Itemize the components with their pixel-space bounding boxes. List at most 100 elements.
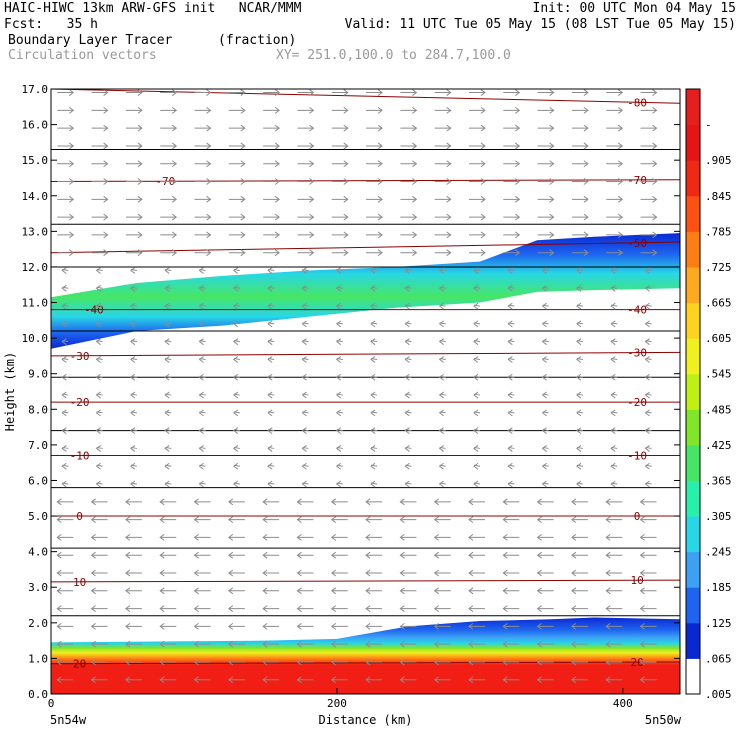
wind-vector bbox=[469, 213, 486, 221]
wind-vector bbox=[57, 142, 75, 150]
wind-vector-head bbox=[198, 462, 204, 470]
wind-vector bbox=[404, 302, 412, 310]
wind-vector bbox=[507, 427, 515, 435]
wind-vector-head bbox=[301, 427, 307, 435]
wind-vector-head bbox=[446, 178, 452, 185]
wind-vector bbox=[90, 587, 108, 595]
wind-vector-head bbox=[644, 373, 650, 381]
wind-vector bbox=[297, 106, 315, 114]
wind-vector bbox=[640, 160, 658, 168]
wind-vector bbox=[537, 142, 555, 150]
wind-vector bbox=[576, 338, 584, 346]
wind-vector bbox=[301, 445, 309, 452]
wind-vector-head bbox=[617, 231, 624, 239]
wind-vector-head bbox=[644, 338, 650, 346]
wind-vector-head bbox=[68, 160, 75, 168]
temperature-contour-label: 10 bbox=[73, 576, 86, 589]
wind-vector bbox=[61, 320, 69, 328]
wind-vector bbox=[605, 516, 623, 524]
wind-vector-head bbox=[95, 409, 101, 417]
wind-vector-head bbox=[90, 640, 96, 648]
wind-vector-head bbox=[515, 178, 521, 185]
wind-vector-head bbox=[125, 498, 131, 506]
wind-vector-head bbox=[576, 409, 582, 417]
wind-vector bbox=[56, 658, 74, 666]
wind-vector-head bbox=[228, 551, 234, 559]
wind-vector bbox=[233, 356, 240, 363]
wind-vector bbox=[473, 445, 481, 452]
wind-vector bbox=[473, 391, 481, 399]
wind-vector bbox=[90, 658, 108, 666]
wind-vector-head bbox=[330, 658, 337, 666]
wind-vector-head bbox=[571, 587, 577, 595]
wind-vector bbox=[130, 356, 137, 363]
wind-vector-head bbox=[446, 160, 452, 168]
wind-vector-head bbox=[515, 89, 521, 96]
colorbar-label: .905 bbox=[705, 154, 732, 167]
wind-vector bbox=[228, 89, 246, 96]
wind-vector-head bbox=[335, 356, 342, 363]
wind-vector-head bbox=[605, 534, 611, 541]
wind-vector bbox=[366, 124, 383, 132]
wind-vector-head bbox=[446, 89, 452, 96]
wind-vector bbox=[164, 391, 172, 399]
wind-vector-head bbox=[644, 320, 650, 328]
wind-vector-head bbox=[644, 427, 650, 435]
wind-vector-head bbox=[274, 142, 280, 150]
wind-vector bbox=[400, 178, 418, 185]
wind-vector-head bbox=[171, 160, 178, 168]
wind-vector-head bbox=[536, 498, 542, 506]
wind-vector bbox=[536, 605, 554, 612]
wind-vector bbox=[194, 195, 212, 203]
wind-vector-head bbox=[473, 480, 479, 488]
wind-vector bbox=[507, 267, 515, 274]
wind-vector-head bbox=[507, 356, 513, 363]
wind-vector bbox=[90, 676, 108, 684]
wind-vector-head bbox=[377, 160, 383, 168]
wind-vector bbox=[233, 302, 240, 310]
wind-vector-head bbox=[90, 658, 96, 666]
wind-vector bbox=[125, 213, 143, 221]
wind-vector-head bbox=[438, 302, 444, 310]
wind-vector-head bbox=[103, 89, 109, 96]
wind-vector-head bbox=[309, 142, 315, 150]
wind-vector bbox=[330, 640, 348, 648]
wind-vector bbox=[536, 534, 554, 541]
wind-vector bbox=[502, 498, 520, 506]
wind-vector bbox=[61, 480, 69, 488]
wind-vector-head bbox=[617, 124, 624, 132]
wind-vector-head bbox=[240, 124, 246, 132]
wind-vector bbox=[61, 267, 69, 274]
wind-vector-head bbox=[438, 373, 444, 381]
wind-vector-head bbox=[61, 480, 67, 488]
wind-vector bbox=[404, 391, 412, 399]
wind-vector bbox=[228, 195, 246, 203]
wind-vector bbox=[125, 676, 142, 684]
wind-vector-head bbox=[171, 89, 178, 96]
wind-vector-head bbox=[335, 320, 342, 328]
wind-vector bbox=[262, 676, 280, 684]
wind-vector-head bbox=[240, 231, 246, 239]
wind-vector-head bbox=[343, 142, 349, 150]
wind-vector-head bbox=[639, 498, 645, 506]
wind-vector bbox=[262, 640, 280, 648]
wind-vector bbox=[605, 676, 623, 684]
wind-vector bbox=[56, 640, 74, 648]
wind-vector bbox=[571, 124, 589, 132]
wind-vector bbox=[434, 249, 452, 257]
wind-vector bbox=[366, 195, 383, 203]
wind-vector bbox=[639, 587, 657, 595]
wind-vector-head bbox=[274, 249, 280, 257]
wind-vector-head bbox=[639, 658, 645, 666]
wind-vector bbox=[262, 534, 280, 541]
wind-vector bbox=[541, 320, 549, 328]
wind-vector bbox=[605, 658, 623, 666]
wind-vector bbox=[164, 462, 172, 470]
wind-vector bbox=[330, 498, 348, 506]
wind-vector-head bbox=[164, 427, 170, 435]
wind-vector bbox=[503, 142, 521, 150]
wind-vector-head bbox=[159, 605, 165, 612]
wind-vector bbox=[400, 142, 418, 150]
wind-vector-head bbox=[343, 160, 349, 168]
wind-vector-head bbox=[330, 551, 337, 559]
